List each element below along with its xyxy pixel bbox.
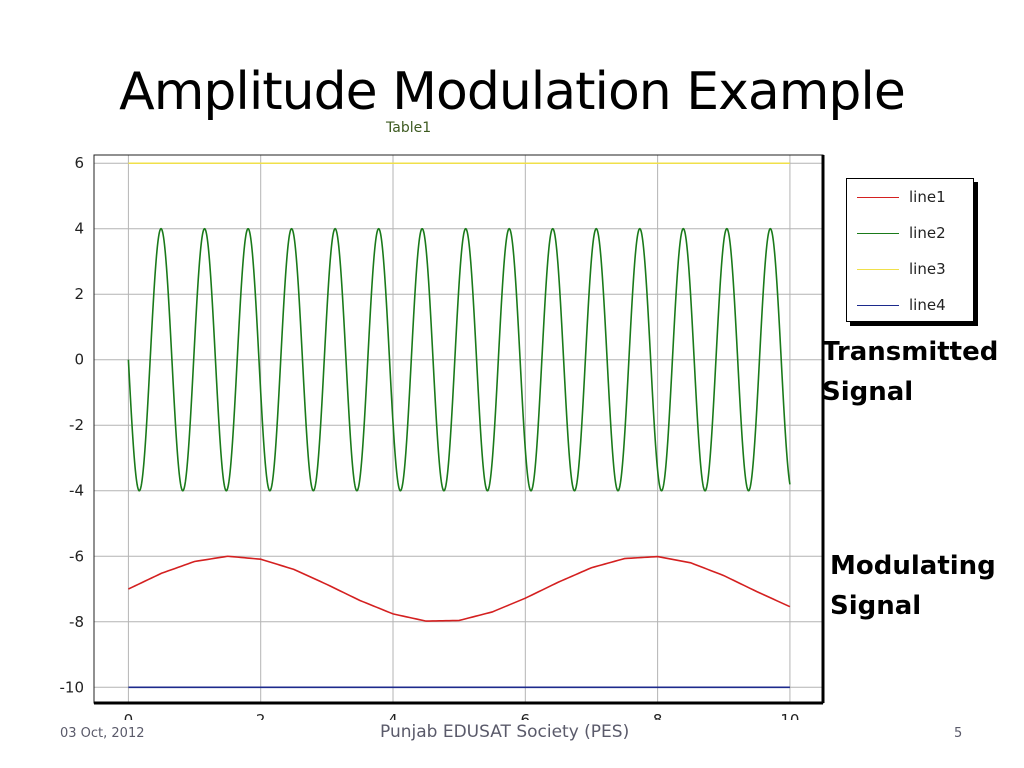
legend-label: line1: [909, 188, 946, 206]
grid: [94, 155, 823, 703]
x-tick-label: 8: [653, 711, 663, 720]
y-tick-label: 4: [74, 220, 84, 238]
x-tick-label: 4: [388, 711, 398, 720]
legend-swatch: [857, 197, 899, 198]
legend-item-line2: line2: [857, 225, 967, 241]
slide-number: 5: [954, 726, 963, 741]
chart-title: Table1: [386, 120, 432, 136]
y-tick-label: 2: [74, 285, 84, 303]
legend-swatch: [857, 269, 899, 270]
modulating-label-line1: Modulating: [830, 551, 996, 581]
legend-label: line3: [909, 260, 946, 278]
footer-organization: Punjab EDUSAT Society (PES): [380, 722, 630, 742]
x-tick-label: 0: [124, 711, 134, 720]
y-tick-label: -6: [69, 547, 84, 565]
x-tick-label: 2: [256, 711, 266, 720]
legend-item-line3: line3: [857, 261, 967, 277]
footer-date: 03 Oct, 2012: [60, 726, 145, 741]
slide-title: Amplitude Modulation Example: [119, 62, 906, 122]
series-lines: [127, 162, 791, 689]
transmitted-label-line2: Signal: [822, 377, 914, 407]
legend-swatch: [857, 305, 899, 306]
y-tick-label: -8: [69, 613, 84, 631]
legend: line1 line2 line3 line4: [846, 178, 974, 322]
legend-swatch: [857, 233, 899, 234]
y-tick-label: -10: [60, 678, 85, 696]
x-tick-label: 6: [521, 711, 531, 720]
y-tick-label: -2: [69, 416, 84, 434]
transmitted-label-line1: Transmitted: [822, 337, 999, 367]
legend-label: line4: [909, 296, 946, 314]
tick-labels: 0 2 4 6 8 10 6 4 2 0 -2 -4 -6 -8 -10: [60, 154, 800, 720]
modulating-label-line2: Signal: [830, 591, 922, 621]
series-line-line1: [128, 555, 791, 622]
y-tick-label: 0: [74, 351, 84, 369]
y-tick-label: -4: [69, 482, 84, 500]
legend-label: line2: [909, 224, 946, 242]
plot-frame: [93, 154, 825, 705]
series-line-line2: [127, 227, 791, 492]
y-tick-label: 6: [74, 154, 84, 172]
x-tick-label: 10: [780, 711, 799, 720]
legend-item-line1: line1: [857, 189, 967, 205]
line-chart: 0 2 4 6 8 10 6 4 2 0 -2 -4 -6 -8 -10: [60, 154, 825, 720]
modulating-signal-label: Modulating Signal: [830, 546, 996, 626]
legend-item-line4: line4: [857, 297, 967, 313]
transmitted-signal-label: Transmitted Signal: [822, 332, 998, 412]
